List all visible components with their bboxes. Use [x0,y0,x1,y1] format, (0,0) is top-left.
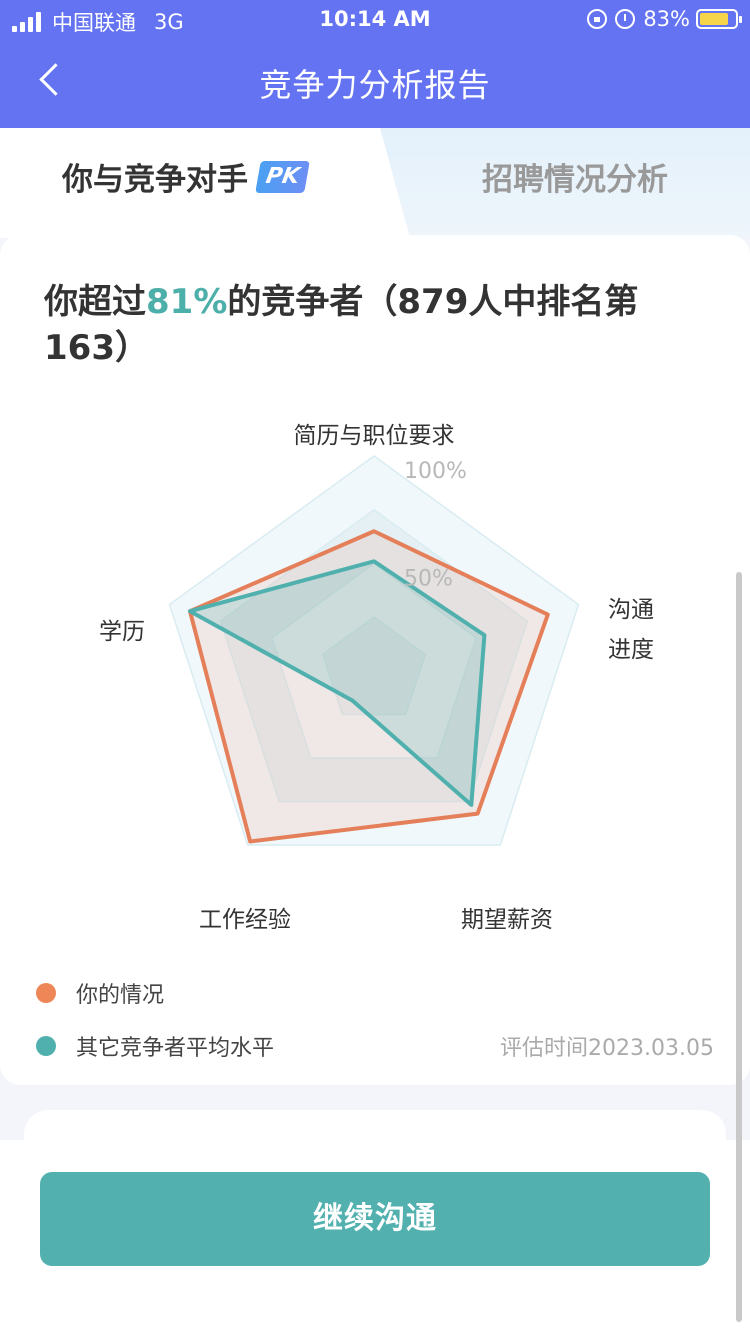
tab-bar: 你与竞争对手 PK 招聘情况分析 [0,128,750,238]
continue-communication-button[interactable]: 继续沟通 [40,1172,710,1266]
legend-label-others: 其它竞争者平均水平 [76,1036,275,1061]
scrollbar[interactable] [736,572,742,1322]
radar-grid-ring-4 [321,616,427,716]
network-label: 3G [154,10,184,34]
headline: 你超过81%的竞争者（879人中排名第163） [44,279,714,371]
legend-item-others: 其它竞争者平均水平 [36,1030,274,1062]
radar-axis-label-1: 简历与职位要求 [294,423,455,449]
page-title: 竞争力分析报告 [259,66,491,104]
header-bar: 中国联通 3G 10:14 AM 83% 竞争力分析报告 [0,0,750,128]
carrier-label: 中国联通 [52,11,136,35]
radar-series-you [187,529,550,844]
headline-suffix: 的竞争者（879人中排名第163） [44,282,639,368]
radar-series-others [187,559,487,807]
legend-label-you: 你的情况 [76,983,165,1008]
legend-dot-you [36,983,56,1003]
tab-recruitment-analysis[interactable]: 招聘情况分析 [482,162,668,198]
pk-badge: PK [255,160,310,193]
status-time: 10:14 AM [319,7,431,31]
legend-item-you: 你的情况 [36,977,164,1009]
tab-pk-label[interactable]: 你与竞争对手 [62,162,248,198]
evaluation-time: 评估时间2023.03.05 [500,1036,714,1061]
headline-prefix: 你超过 [44,282,146,322]
status-bar: 中国联通 3G 10:14 AM 83% [0,0,750,40]
radar-axis-label-5: 学历 [99,619,145,645]
tab-pk[interactable]: 你与竞争对手 PK [0,128,410,238]
signal-icon [12,12,44,32]
battery-icon [696,9,742,29]
radar-scale-label-50: 50% [404,567,453,592]
battery-percent: 83% [643,7,690,31]
radar-axis-label-3: 期望薪资 [461,907,553,933]
lock-rotation-icon [587,9,608,29]
radar-scale-label-100: 100% [404,459,467,484]
headline-highlight: 81% [146,282,228,322]
radar-axis-label-2: 沟通进度 [608,597,654,663]
alarm-icon [615,9,636,29]
legend-dot-others [36,1036,56,1056]
radar-axis-label-4: 工作经验 [199,907,291,933]
competition-card: 你超过81%的竞争者（879人中排名第163） 100% 50% 简历与职位要求沟通… [0,235,750,1085]
